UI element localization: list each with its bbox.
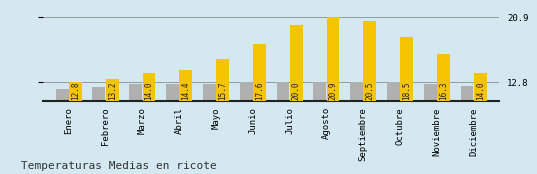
Bar — [326, 17, 339, 101]
Text: Temperaturas Medias en ricote: Temperaturas Medias en ricote — [21, 161, 217, 171]
Bar — [142, 73, 155, 101]
Bar — [106, 79, 119, 101]
Bar — [400, 37, 413, 101]
Bar — [129, 84, 142, 101]
Text: 12.8: 12.8 — [71, 81, 80, 100]
Text: 20.0: 20.0 — [292, 81, 301, 100]
Bar — [92, 87, 105, 101]
Bar — [166, 84, 179, 101]
Text: 20.9: 20.9 — [329, 81, 338, 100]
Text: 17.6: 17.6 — [255, 81, 264, 100]
Text: 14.4: 14.4 — [182, 81, 190, 100]
Bar — [56, 89, 69, 101]
Bar — [424, 84, 437, 101]
Bar — [216, 59, 229, 101]
Bar — [364, 21, 376, 101]
Bar — [387, 82, 400, 101]
Bar — [277, 82, 289, 101]
Text: 16.3: 16.3 — [439, 81, 448, 100]
Bar — [69, 82, 82, 101]
Bar — [313, 82, 326, 101]
Text: 20.5: 20.5 — [365, 81, 374, 100]
Text: 18.5: 18.5 — [402, 81, 411, 100]
Text: 13.2: 13.2 — [107, 81, 117, 100]
Bar — [350, 82, 363, 101]
Text: 14.0: 14.0 — [144, 81, 154, 100]
Bar — [437, 54, 450, 101]
Text: 15.7: 15.7 — [218, 81, 227, 100]
Bar — [240, 82, 252, 101]
Text: 14.0: 14.0 — [476, 81, 485, 100]
Bar — [290, 25, 303, 101]
Bar — [253, 44, 266, 101]
Bar — [474, 73, 487, 101]
Bar — [203, 84, 216, 101]
Bar — [179, 70, 192, 101]
Bar — [461, 86, 474, 101]
